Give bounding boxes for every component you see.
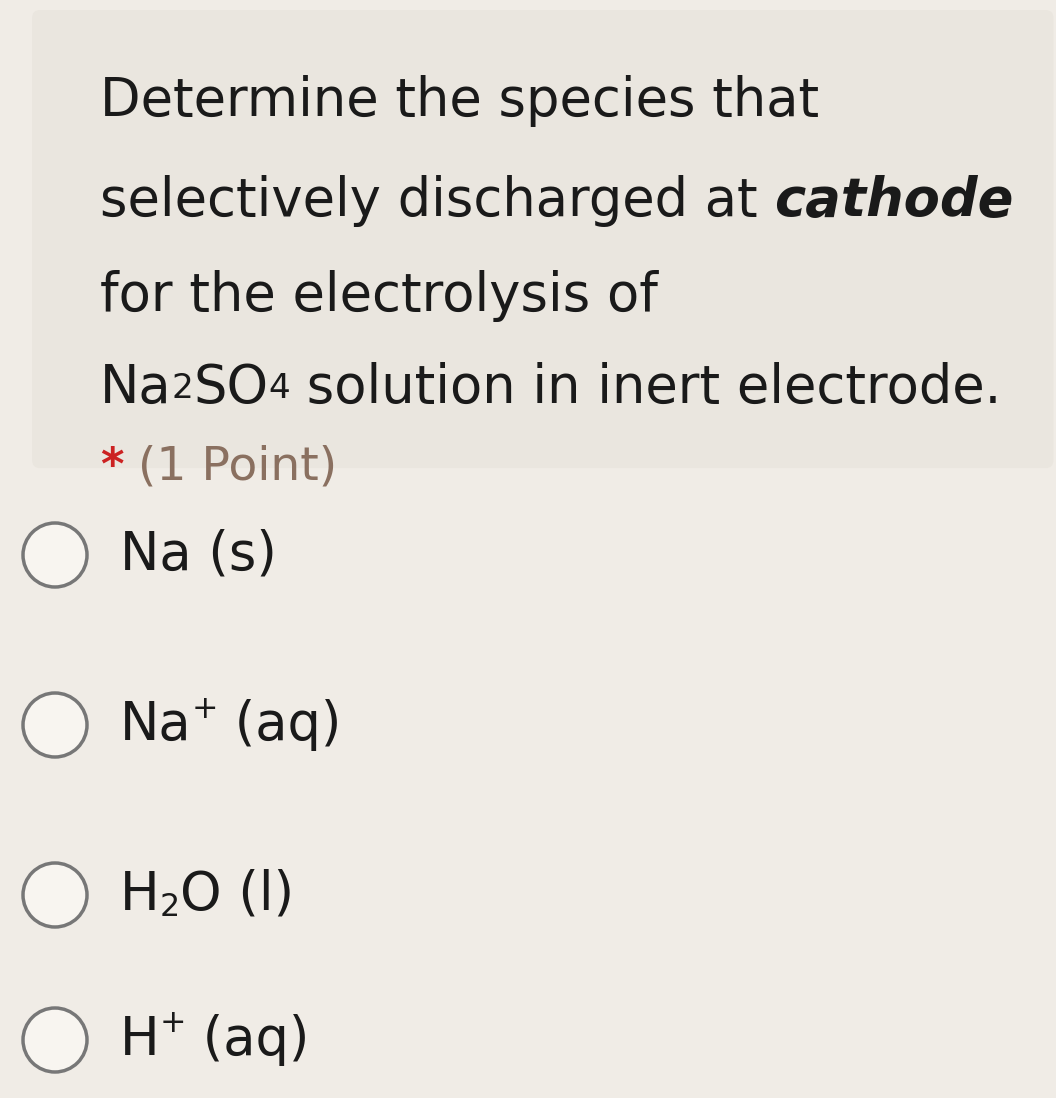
- Text: (1 Point): (1 Point): [138, 445, 337, 490]
- Text: cathode: cathode: [774, 175, 1014, 227]
- Circle shape: [23, 523, 87, 587]
- Text: SO: SO: [193, 362, 268, 414]
- Text: Determine the species that: Determine the species that: [100, 75, 819, 127]
- Text: +: +: [159, 1008, 186, 1040]
- Text: 2: 2: [159, 892, 180, 922]
- Text: 2: 2: [172, 372, 193, 405]
- Circle shape: [23, 863, 87, 927]
- Text: Na (s): Na (s): [120, 529, 277, 581]
- Text: for the electrolysis of: for the electrolysis of: [100, 270, 658, 322]
- Text: (aq): (aq): [219, 699, 341, 751]
- Text: 4: 4: [268, 372, 290, 405]
- Text: H: H: [120, 869, 159, 921]
- Text: (aq): (aq): [186, 1013, 309, 1066]
- Text: *: *: [100, 445, 124, 488]
- Text: O (l): O (l): [180, 869, 294, 921]
- Text: H: H: [120, 1013, 159, 1066]
- Circle shape: [23, 1008, 87, 1072]
- Circle shape: [23, 693, 87, 757]
- Text: +: +: [191, 694, 219, 725]
- Text: solution in inert electrode.: solution in inert electrode.: [290, 362, 1002, 414]
- Text: selectively discharged at: selectively discharged at: [100, 175, 774, 227]
- FancyBboxPatch shape: [32, 10, 1054, 468]
- Text: Na: Na: [100, 362, 172, 414]
- Text: Na: Na: [120, 699, 191, 751]
